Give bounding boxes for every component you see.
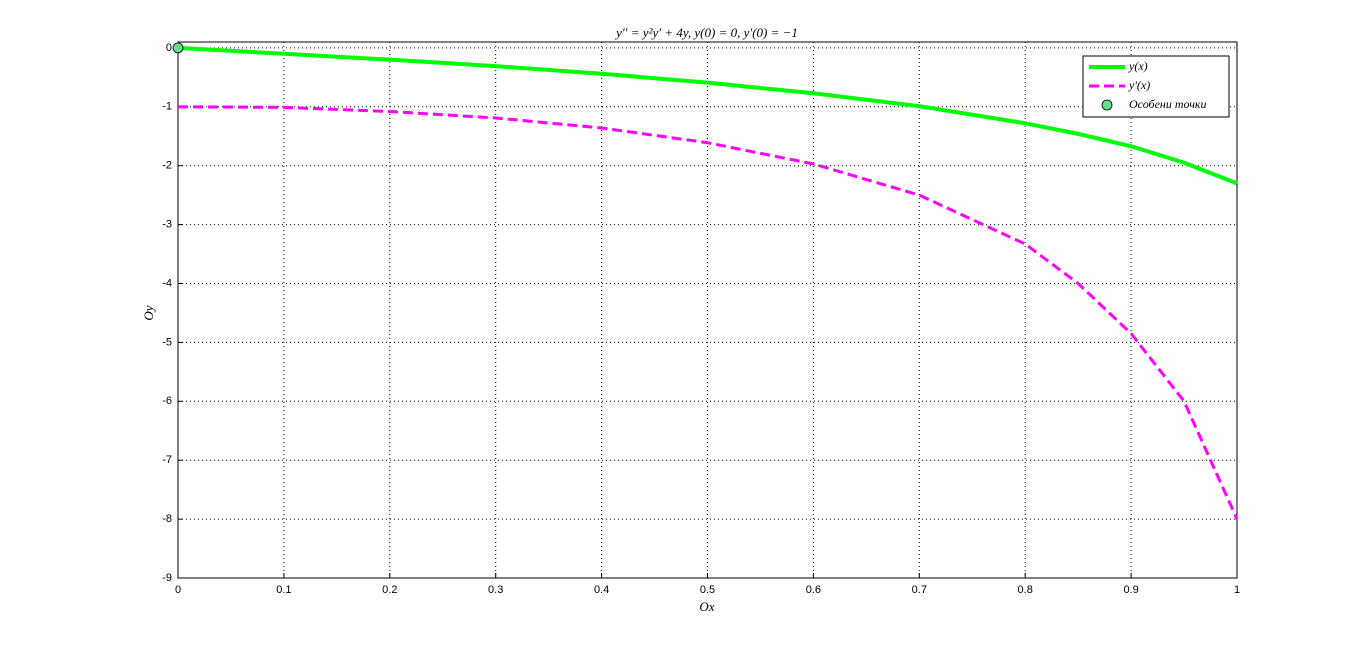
x-tick-label: 0.3 [488, 584, 503, 596]
y-tick-label: -9 [162, 572, 172, 584]
x-axis-label: Ox [699, 599, 714, 614]
y-tick-label: 0 [166, 42, 172, 54]
plot-frame [177, 41, 1238, 579]
x-tick-label: 1 [1234, 584, 1240, 596]
x-tick-label: 0.2 [382, 584, 397, 596]
y-tick-label: -3 [162, 218, 172, 230]
x-tick-label: 0.8 [1018, 584, 1033, 596]
legend-swatch [1101, 99, 1113, 111]
y-tick-label: -7 [162, 454, 172, 466]
data-line [177, 45, 1238, 186]
x-tick-label: 0 [175, 584, 181, 596]
x-tick-label: 0.6 [806, 584, 821, 596]
chart-title: y′′ = y²y′ + 4y, y(0) = 0, y′(0) = −1 [614, 25, 798, 40]
y-tick-label: -1 [162, 101, 172, 113]
x-tick-label: 0.9 [1123, 584, 1138, 596]
y-tick-label: -5 [162, 336, 172, 348]
y-tick-label: -2 [162, 160, 172, 172]
x-tick-label: 0.7 [912, 584, 927, 596]
legend-label: Особени точки [1129, 97, 1207, 111]
x-tick-label: 0.5 [700, 584, 715, 596]
special-point [172, 42, 184, 54]
y-tick-label: -4 [162, 277, 172, 289]
legend-label: y(x) [1128, 59, 1148, 73]
data-line [177, 105, 1239, 520]
legend-label: y'(x) [1128, 78, 1150, 92]
y-tick-label: -6 [162, 395, 172, 407]
y-axis-label: Oy [141, 305, 156, 320]
x-tick-label: 0.1 [276, 584, 291, 596]
x-tick-label: 0.4 [594, 584, 609, 596]
y-tick-label: -8 [162, 513, 172, 525]
